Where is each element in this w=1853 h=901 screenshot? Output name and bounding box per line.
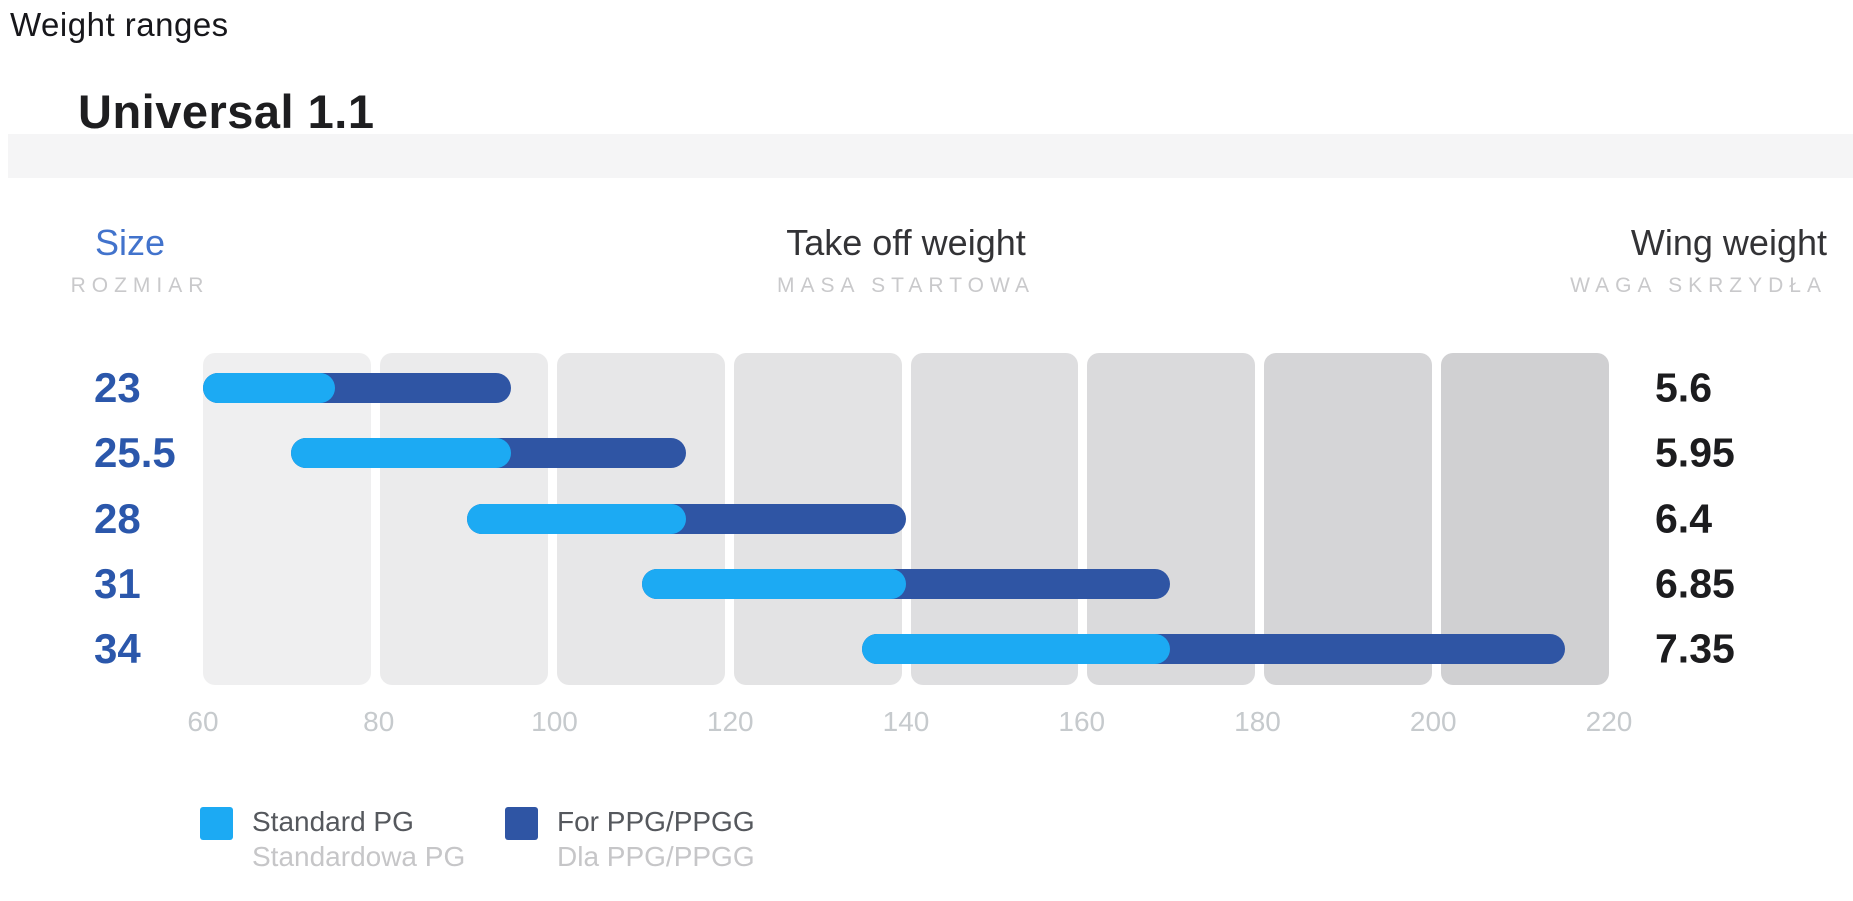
grid-column-200-220 — [1441, 353, 1609, 685]
x-tick-180: 180 — [1234, 706, 1281, 737]
ppg-swatch-icon — [505, 807, 538, 840]
standard-pg-swatch-icon — [200, 807, 233, 840]
wing-weight-value-size-23: 5.6 — [1655, 364, 1712, 411]
size-label-28: 28 — [94, 495, 141, 542]
legend-sublabel: Standardowa PG — [252, 841, 466, 872]
x-tick-220: 220 — [1585, 706, 1633, 737]
x-tick-160: 160 — [1058, 706, 1106, 737]
wing-weight-column-header: Wing weight WAGA SKRZYDŁA — [1570, 222, 1827, 298]
grid-column-60-80 — [203, 353, 371, 685]
size-header-sublabel: ROZMIAR — [70, 274, 210, 297]
standard-pg-range-bar-size-25.5 — [290, 438, 511, 468]
x-tick-200: 200 — [1409, 706, 1457, 737]
wing-header-label: Wing weight — [1630, 222, 1827, 263]
legend-sublabel: Dla PPG/PPGG — [557, 841, 755, 872]
grid-column-160-180 — [1087, 353, 1256, 685]
takeoff-header-sublabel: MASA STARTOWA — [776, 274, 1036, 297]
legend-label: For PPG/PPGG — [557, 806, 755, 837]
standard-pg-range-bar-size-23 — [203, 373, 335, 403]
x-tick-100: 100 — [531, 706, 578, 737]
takeoff-column-header: Take off weight MASA STARTOWA — [203, 222, 1609, 298]
size-label-31: 31 — [94, 560, 141, 607]
wing-weight-value-size-31: 6.85 — [1655, 560, 1735, 607]
standard-pg-range-bar-size-28 — [466, 504, 687, 534]
x-tick-140: 140 — [882, 706, 930, 737]
page-title: Weight ranges — [10, 6, 229, 43]
standard-pg-range-bar-size-34 — [862, 634, 1170, 664]
section-highlight-band — [8, 134, 1853, 178]
size-label-25.5: 25.5 — [94, 429, 176, 476]
wing-weight-value-size-34: 7.35 — [1655, 625, 1735, 672]
wing-header-sublabel: WAGA SKRZYDŁA — [1570, 274, 1827, 297]
weight-range-chart — [203, 353, 1609, 685]
grid-column-140-160 — [910, 353, 1079, 685]
size-column-header: Size ROZMIAR — [60, 222, 204, 298]
size-header-label: Size — [94, 222, 166, 263]
grid-column-180-200 — [1264, 353, 1433, 685]
standard-pg-range-bar-size-31 — [642, 569, 906, 599]
size-label-34: 34 — [94, 625, 141, 672]
legend-item-standard-pg: Standard PG Standardowa PG — [200, 804, 465, 874]
size-label-23: 23 — [94, 364, 141, 411]
x-tick-120: 120 — [706, 706, 754, 737]
product-title: Universal 1.1 — [78, 85, 375, 138]
legend-item-ppg: For PPG/PPGG Dla PPG/PPGG — [505, 804, 755, 874]
legend-label: Standard PG — [252, 806, 414, 837]
takeoff-header-label: Take off weight — [786, 222, 1026, 263]
wing-weight-value-size-28: 6.4 — [1655, 495, 1712, 542]
wing-weight-value-size-25.5: 5.95 — [1655, 429, 1735, 476]
x-tick-80: 80 — [363, 706, 395, 737]
x-tick-60: 60 — [187, 706, 219, 737]
